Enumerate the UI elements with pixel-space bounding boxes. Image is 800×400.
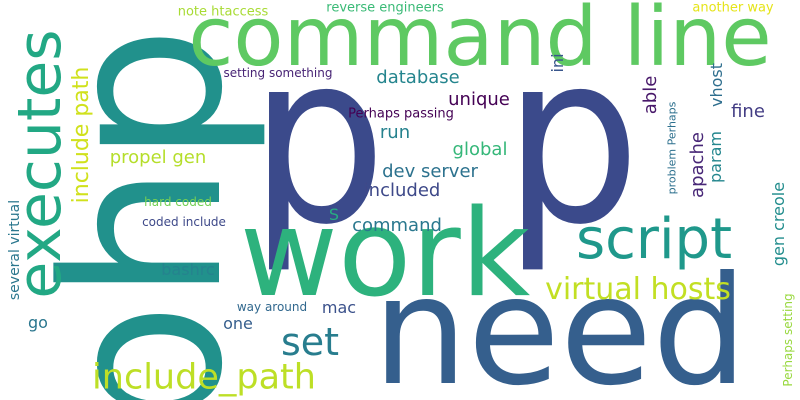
word-propel-gen: propel gen [109,147,207,168]
word-go: go [28,313,48,332]
word-dev-server: dev server [382,161,478,182]
word-set: set [280,320,340,364]
word-fine: fine [731,101,765,122]
word-p-right: p [503,3,641,277]
word-run: run [379,122,411,143]
word-way-around: way around [236,300,308,314]
word-several-virtual: several virtual [7,199,23,301]
word-command-line: command line [188,0,772,85]
word-able: able [640,75,661,115]
word-param: param [706,131,725,183]
word-work: work [239,185,531,324]
word-vhost: vhost [707,62,726,108]
word-include-path-underscore: include_path [92,357,316,398]
word-include-path: include path [69,66,94,204]
word-s: S [328,205,340,224]
word-perhaps-setting: Perhaps setting [781,293,795,387]
word-virtual-hosts: virtual hosts [545,272,731,307]
word-unique: unique [448,89,510,110]
word-p-left: p [249,3,387,277]
word-need: need [372,245,748,400]
word-script: script [575,207,733,272]
word-bashrc: bashrc [161,260,215,279]
word-coded-include: coded include [142,215,226,229]
word-problem-perhaps: problem Perhaps [665,101,679,195]
word-included: included [363,180,441,201]
word-apache: apache [687,132,708,198]
word-setting-something: setting something [223,66,333,80]
word-one: one [223,314,253,333]
word-ini: ini [548,53,567,73]
word-hard-coded: hard coded [144,195,212,209]
word-database: database [376,67,460,88]
word-another-way: another way [692,0,774,16]
word-note-htaccess: note htaccess [177,4,269,20]
word-mac: mac [321,298,357,317]
word-global: global [452,139,508,160]
word-perhaps-passing: Perhaps passing [348,106,454,122]
word-command: command [352,215,442,236]
word-gen-creole: gen creole [769,181,788,267]
word-reverse-engineers: reverse engineers [326,0,444,16]
